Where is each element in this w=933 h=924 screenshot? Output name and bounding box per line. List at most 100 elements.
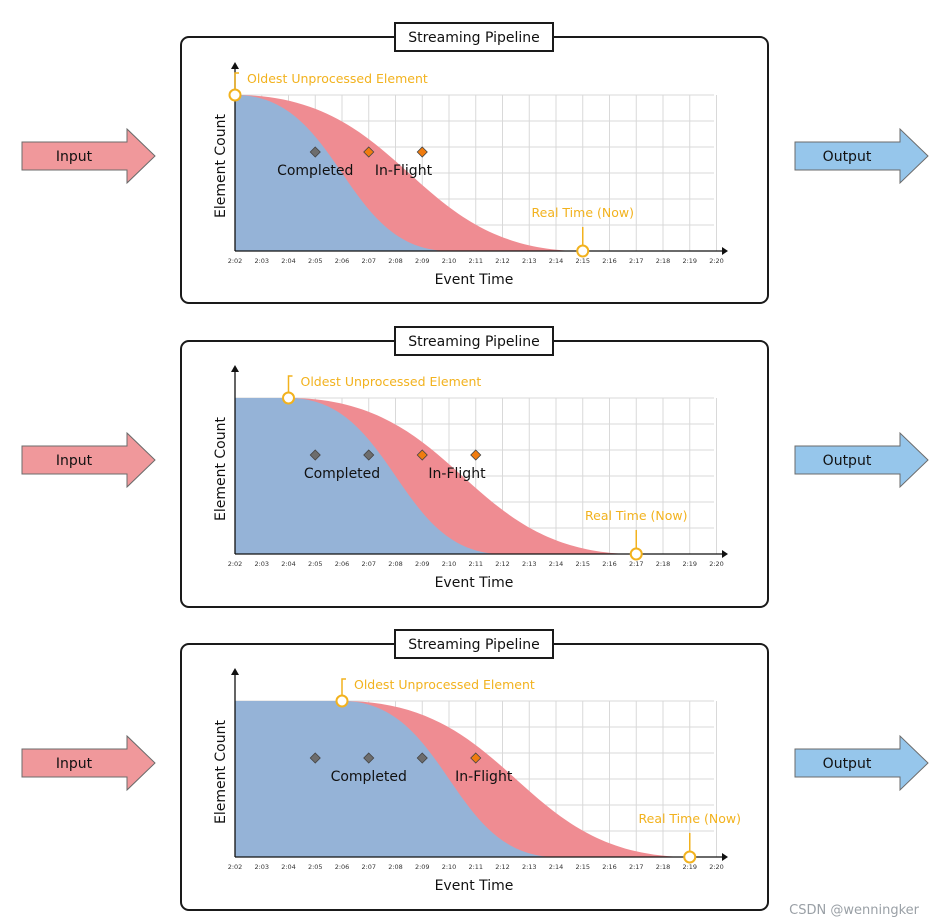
completed-element-marker [309, 752, 321, 764]
output-arrow-2-label: Output [823, 453, 872, 469]
output-arrow-3-shape [794, 734, 929, 792]
x-axis-title: Event Time [435, 878, 514, 894]
pipeline-panel-1: Streaming Pipeline 2:02 2:03 2:04 2:05 2:06 2:… [180, 22, 769, 304]
x-tick-label: 2:18 [656, 560, 671, 568]
oldest-unprocessed-marker [282, 391, 295, 405]
x-tick-label: 2:19 [682, 560, 697, 568]
x-tick-label: 2:07 [361, 560, 376, 568]
x-tick-label: 2:17 [629, 863, 644, 871]
y-axis-title: Element Count [213, 114, 229, 218]
input-arrow-2-label: Input [56, 453, 93, 469]
x-tick-label: 2:04 [281, 560, 296, 568]
x-tick-label: 2:13 [522, 863, 537, 871]
x-tick-label: 2:17 [629, 257, 644, 265]
x-tick-label: 2:03 [254, 257, 269, 265]
x-tick-label: 2:11 [468, 863, 483, 871]
pipeline-title: Streaming Pipeline [408, 637, 540, 653]
real-time-now-marker [629, 547, 643, 561]
y-axis-arrowhead [231, 62, 239, 69]
x-axis-arrowhead [722, 247, 728, 255]
completed-label: Completed [277, 163, 353, 179]
x-tick-label: 2:18 [656, 863, 671, 871]
x-axis-title: Event Time [435, 575, 514, 591]
x-tick-label: 2:16 [602, 560, 617, 568]
x-tick-label: 2:08 [388, 863, 403, 871]
x-tick-label: 2:06 [335, 257, 350, 265]
input-arrow-1-label: Input [56, 149, 93, 165]
x-tick-label: 2:14 [549, 863, 564, 871]
input-arrow-3-label: Input [56, 756, 93, 772]
inflight-element-marker [363, 146, 375, 158]
real-time-now-label: Real Time (Now) [532, 205, 634, 220]
x-tick-label: 2:02 [228, 863, 243, 871]
oldest-unprocessed-label: Oldest Unprocessed Element [354, 677, 535, 692]
x-tick-label: 2:10 [442, 560, 457, 568]
completed-label: Completed [331, 769, 407, 785]
completed-area [235, 95, 449, 251]
oldest-marker-leader [234, 72, 239, 89]
x-tick-label: 2:09 [415, 560, 430, 568]
completed-area [235, 701, 556, 857]
x-tick-label: 2:14 [549, 257, 564, 265]
inflight-element-marker [416, 449, 428, 461]
x-tick-label: 2:15 [575, 257, 590, 265]
y-axis-title: Element Count [213, 720, 229, 824]
x-tick-label: 2:10 [442, 257, 457, 265]
output-arrow-3-label: Output [823, 756, 872, 772]
x-tick-label: 2:04 [281, 257, 296, 265]
pipeline-title: Streaming Pipeline [408, 334, 540, 350]
x-tick-label: 2:13 [522, 257, 537, 265]
completed-area [235, 398, 503, 554]
pipeline-panel-2: Streaming Pipeline 2:02 2:03 2:04 2:05 2:06 2:… [180, 326, 769, 608]
real-time-now-label: Real Time (Now) [585, 508, 687, 523]
completed-element-marker [309, 449, 321, 461]
input-arrow-2-shape [21, 431, 156, 489]
real-time-now-label: Real Time (Now) [639, 811, 741, 826]
x-tick-label: 2:19 [682, 863, 697, 871]
completed-label: Completed [304, 466, 380, 482]
x-tick-label: 2:03 [254, 560, 269, 568]
input-arrow-1: Input [21, 127, 156, 185]
x-tick-label: 2:02 [228, 560, 243, 568]
y-axis-arrowhead [231, 668, 239, 675]
x-tick-label: 2:17 [629, 560, 644, 568]
x-tick-label: 2:05 [308, 560, 323, 568]
x-tick-label: 2:08 [388, 257, 403, 265]
x-tick-label: 2:12 [495, 257, 510, 265]
oldest-marker-leader [341, 678, 346, 695]
oldest-unprocessed-label: Oldest Unprocessed Element [301, 374, 482, 389]
y-axis-arrowhead [231, 365, 239, 372]
x-axis-title: Event Time [435, 272, 514, 288]
x-tick-label: 2:09 [415, 863, 430, 871]
inflight-element-marker [470, 449, 482, 461]
x-tick-label: 2:13 [522, 560, 537, 568]
x-tick-label: 2:09 [415, 257, 430, 265]
x-tick-label: 2:15 [575, 560, 590, 568]
x-tick-label: 2:14 [549, 560, 564, 568]
x-tick-label: 2:11 [468, 257, 483, 265]
x-tick-label: 2:02 [228, 257, 243, 265]
pipeline-title-box [394, 629, 554, 659]
oldest-unprocessed-label: Oldest Unprocessed Element [247, 71, 428, 86]
completed-element-marker [363, 752, 375, 764]
x-tick-label: 2:20 [709, 257, 724, 265]
x-tick-label: 2:20 [709, 863, 724, 871]
x-tick-label: 2:15 [575, 863, 590, 871]
x-tick-label: 2:12 [495, 560, 510, 568]
input-arrow-3: Input [21, 734, 156, 792]
x-tick-label: 2:11 [468, 560, 483, 568]
inflight-element-marker [470, 752, 482, 764]
x-axis-arrowhead [722, 853, 728, 861]
x-tick-label: 2:20 [709, 560, 724, 568]
x-tick-label: 2:06 [335, 560, 350, 568]
x-tick-label: 2:04 [281, 863, 296, 871]
inflight-label: In-Flight [375, 163, 433, 179]
x-tick-label: 2:08 [388, 560, 403, 568]
x-tick-label: 2:10 [442, 863, 457, 871]
pipeline-title-box [394, 326, 554, 356]
completed-element-marker [363, 449, 375, 461]
pipeline-title-box [394, 22, 554, 52]
x-tick-label: 2:16 [602, 257, 617, 265]
real-time-now-marker [576, 244, 590, 258]
oldest-unprocessed-marker [335, 694, 349, 708]
